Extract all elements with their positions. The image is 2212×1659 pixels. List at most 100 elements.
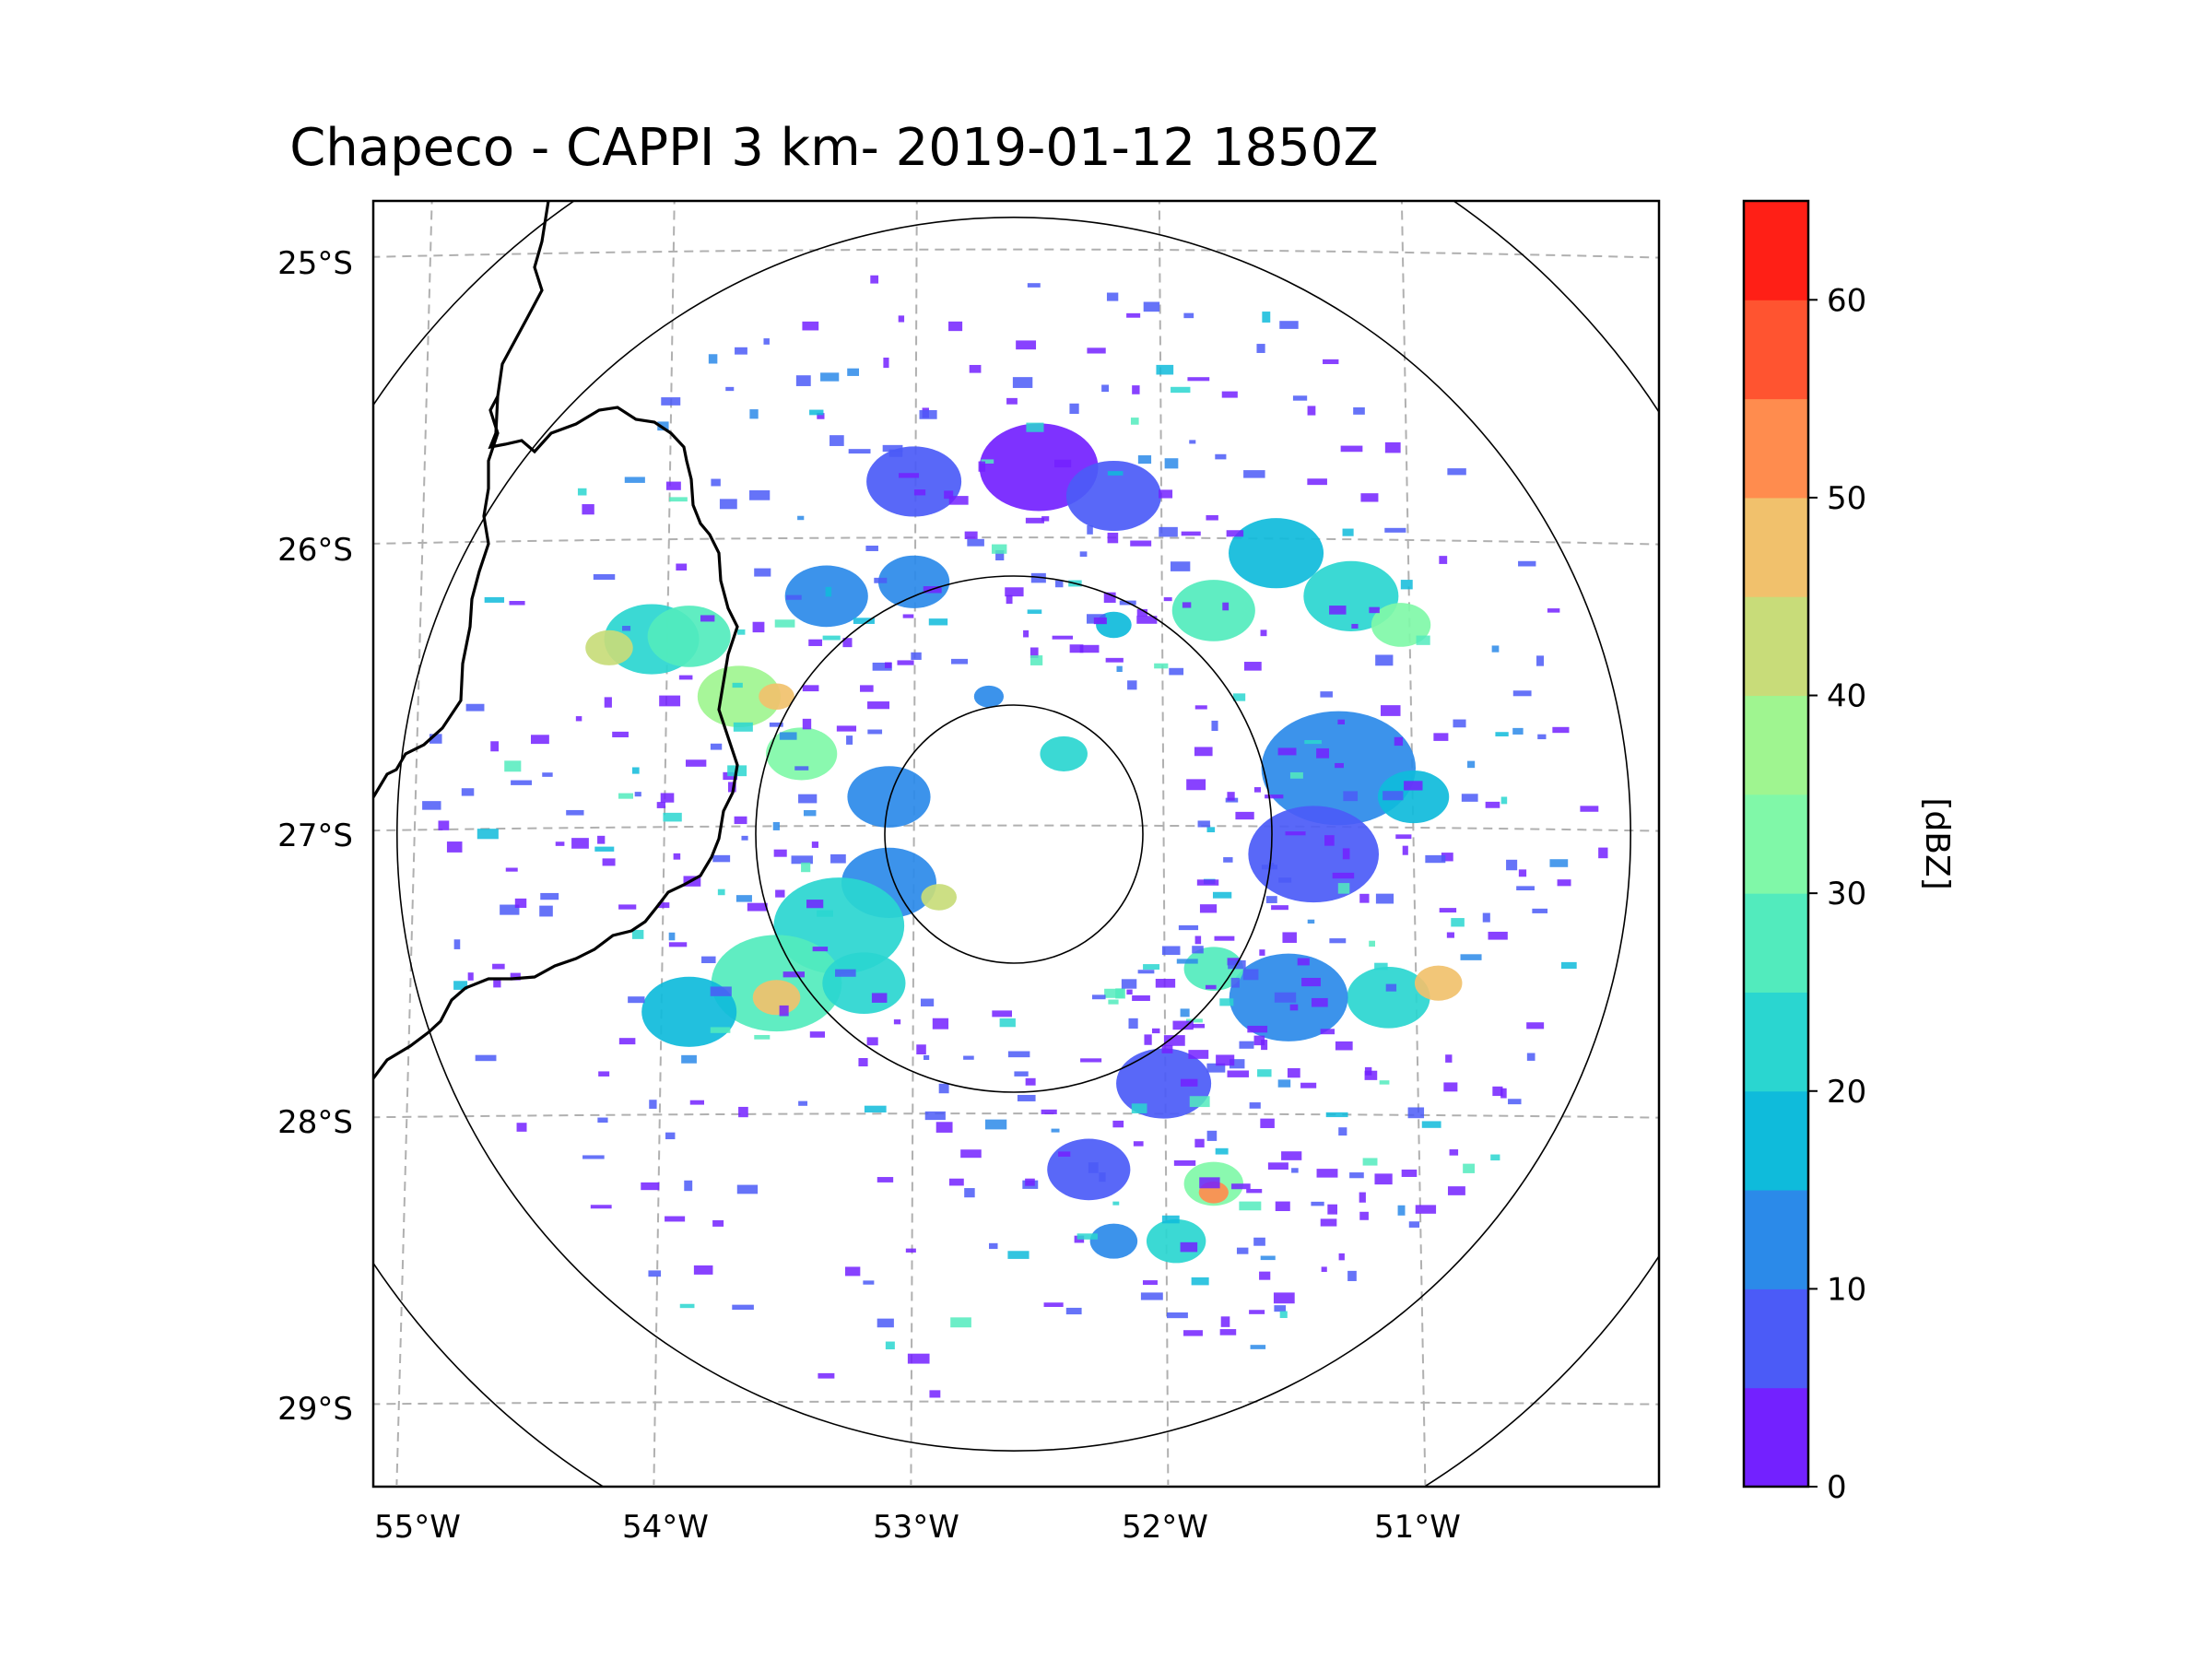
echo-speck xyxy=(1197,820,1210,828)
colorbar-segment xyxy=(1744,893,1808,993)
echo-cell xyxy=(877,555,950,608)
echo-speck xyxy=(830,435,844,446)
echo-speck xyxy=(1360,493,1379,502)
echo-speck xyxy=(1130,540,1152,547)
echo-speck xyxy=(1159,489,1173,499)
echo-speck xyxy=(785,594,802,600)
echo-speck xyxy=(728,782,736,793)
echo-speck xyxy=(1421,1121,1441,1128)
echo-speck xyxy=(809,1031,826,1038)
echo-speck xyxy=(1338,1127,1347,1136)
map-axis-labels: 55°W 54°W 53°W 52°W 51°W 25°S 26°S 27°S 28°S 29°S xyxy=(277,245,1461,1546)
echo-speck xyxy=(1030,647,1039,658)
echo-speck xyxy=(465,703,485,712)
echo-speck xyxy=(969,364,982,373)
echo-speck xyxy=(1180,1078,1198,1087)
echo-speck xyxy=(631,767,640,774)
echo-speck xyxy=(1408,1221,1420,1228)
echo-speck xyxy=(1385,983,1397,992)
echo-speck xyxy=(505,867,518,872)
echo-speck xyxy=(867,729,883,735)
echo-speck xyxy=(1183,1330,1203,1336)
echo-speck xyxy=(1143,964,1160,971)
echo-speck xyxy=(1467,760,1476,769)
echo-speck xyxy=(1375,893,1394,904)
echo-speck xyxy=(836,725,857,732)
echo-speck xyxy=(1136,608,1147,617)
echo-speck xyxy=(1058,1151,1071,1157)
echo-cell xyxy=(585,629,633,665)
lon-tick-label: 54°W xyxy=(622,1509,709,1546)
radar-map xyxy=(373,201,1659,1487)
echo-speck xyxy=(1226,530,1244,537)
echo-speck xyxy=(1281,1151,1302,1160)
echo-cell xyxy=(766,727,838,781)
echo-speck xyxy=(1069,644,1084,653)
echo-speck xyxy=(1030,655,1043,665)
echo-speck xyxy=(1023,629,1030,638)
echo-speck xyxy=(597,835,606,844)
echo-speck xyxy=(1192,946,1204,954)
echo-speck xyxy=(1441,853,1453,862)
echo-speck xyxy=(1460,954,1482,960)
echo-speck xyxy=(774,619,795,628)
colorbar: 0 10 20 30 40 50 60 [dBZ] xyxy=(1742,199,1956,1506)
echo-speck xyxy=(1144,1034,1152,1045)
echo-speck xyxy=(1170,561,1191,571)
echo-speck xyxy=(1041,516,1050,522)
colorbar-segment xyxy=(1744,992,1808,1092)
echo-speck xyxy=(1219,998,1234,1006)
echo-speck xyxy=(1311,997,1328,1007)
echo-speck xyxy=(938,1083,949,1094)
echo-speck xyxy=(446,841,463,853)
echo-speck xyxy=(808,639,823,646)
echo-speck xyxy=(461,788,475,796)
echo-speck xyxy=(1106,292,1119,301)
echo-speck xyxy=(1227,1070,1249,1077)
echo-speck xyxy=(693,1265,713,1275)
echo-speck xyxy=(811,841,818,848)
echo-speck xyxy=(422,801,441,810)
echo-speck xyxy=(1143,301,1160,312)
range-ring xyxy=(884,704,1144,964)
echo-speck xyxy=(1223,857,1233,863)
echo-speck xyxy=(1446,932,1454,938)
echo-speck xyxy=(1401,1169,1418,1177)
echo-cell xyxy=(759,683,794,710)
lat-tick-label: 28°S xyxy=(277,1104,353,1141)
meridian-line xyxy=(1158,201,1170,1485)
echo-speck xyxy=(847,368,860,376)
echo-speck xyxy=(866,1037,878,1046)
echo-speck xyxy=(798,1100,808,1106)
echo-speck xyxy=(582,1155,605,1159)
echo-speck xyxy=(429,734,442,744)
echo-speck xyxy=(1362,1158,1378,1166)
echo-speck xyxy=(1382,791,1404,801)
echo-speck xyxy=(864,1105,887,1113)
echo-speck xyxy=(779,1005,789,1017)
lon-tick-label: 51°W xyxy=(1374,1509,1461,1546)
echo-speck xyxy=(1268,863,1275,867)
echo-speck xyxy=(1005,587,1024,597)
echo-speck xyxy=(1512,690,1532,697)
echo-speck xyxy=(995,549,1005,561)
colorbar-frame xyxy=(1742,199,1810,1488)
echo-speck xyxy=(1274,1305,1287,1312)
echo-speck xyxy=(641,1182,660,1191)
echo-speck xyxy=(1449,1149,1459,1156)
echo-speck xyxy=(1163,597,1172,602)
echo-speck xyxy=(897,660,914,665)
echo-speck xyxy=(844,1266,861,1277)
echo-speck xyxy=(1369,606,1380,614)
echo-speck xyxy=(1116,665,1123,672)
echo-speck xyxy=(511,780,532,785)
echo-speck xyxy=(1260,629,1267,637)
echo-speck xyxy=(1052,635,1074,640)
echo-speck xyxy=(1560,961,1577,970)
echo-speck xyxy=(1445,1054,1453,1063)
echo-speck xyxy=(1416,635,1430,645)
echo-speck xyxy=(1415,1205,1437,1214)
echo-speck xyxy=(754,568,771,577)
echo-speck xyxy=(967,538,984,547)
colorbar-segment xyxy=(1744,497,1808,597)
